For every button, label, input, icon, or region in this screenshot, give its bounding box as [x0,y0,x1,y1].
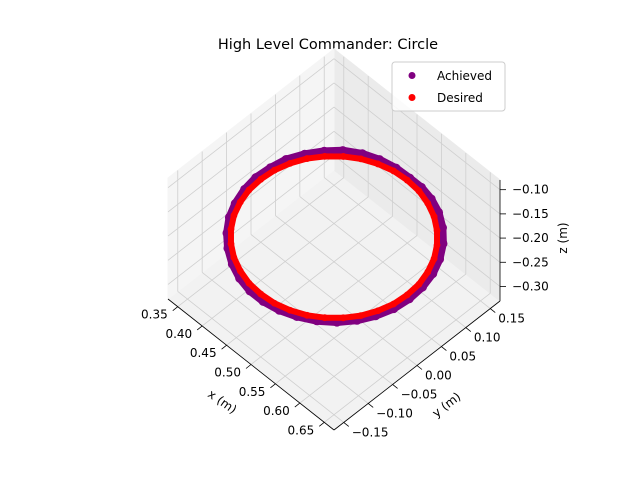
grid-line-y-floor [250,234,418,366]
y-tick-label: −0.05 [401,387,438,401]
legend: Achieved Desired [391,61,506,112]
z-tick-label: −0.30 [512,279,549,293]
x-tick [221,344,227,350]
y-tick-label: 0.00 [425,369,452,383]
y-tick [441,346,447,351]
x-axis-label: x (m) [205,387,239,417]
plot-marks [222,146,448,327]
grid-line-y-floor [275,215,442,347]
z-tick-label: −0.25 [512,255,549,269]
grid-line-z-right [333,106,501,239]
x-tick [270,383,276,389]
z-axis-label: z (m) [556,222,570,253]
z-tick-label: −0.20 [512,231,549,245]
y-tick [489,308,496,313]
x-tick-label: 0.65 [288,423,315,437]
legend-marker-achieved [408,72,416,79]
x-tick [196,325,203,331]
x-tick-label: 0.55 [239,385,266,399]
x-tick-label: 0.45 [190,346,217,360]
grid-line-y-floor [323,177,491,309]
x-tick [294,402,301,408]
chart-title: High Level Commander: Circle [218,37,438,53]
grid-line-z-left [167,155,335,285]
axes-ticks: 0.35 0.40 0.45 0.50 0.55 0.60 0.65 −0.15 −0.10 −0… [141,183,549,440]
x-tick-label: 0.40 [165,327,192,341]
x-tick-label: 0.60 [263,404,290,418]
grid-line-z-right [333,82,501,215]
legend-label-desired: Desired [437,91,483,105]
grid-line-z-left [167,58,335,188]
y-tick-label: 0.05 [449,350,476,364]
series-desired [227,152,441,322]
y-tick [367,403,374,408]
y-tick-label: 0.15 [498,312,525,326]
legend-marker-desired [408,94,416,101]
y-tick [416,365,423,370]
x-tick-label: 0.50 [214,366,241,380]
x-tick [245,364,252,369]
y-tick-label: −0.10 [376,406,413,420]
x-tick-label: 0.35 [141,308,168,322]
y-tick-label: −0.15 [352,425,389,439]
z-tick-label: −0.10 [512,183,549,197]
y-tick-label: 0.10 [474,331,501,345]
legend-box [391,61,506,112]
grid-line-y-floor [201,272,369,404]
desired-trace [227,153,441,321]
x-tick [318,421,325,427]
z-tick-label: −0.15 [512,207,549,221]
grid-line-z-right [333,155,501,287]
grid-line-z-right [333,58,501,190]
legend-label-achieved: Achieved [437,69,492,83]
y-tick [392,384,398,389]
grid-line-y-floor [177,291,345,423]
y-tick [465,327,472,332]
achieved-trace [223,146,447,326]
x-tick [172,306,179,312]
grid-line-y-floor [299,196,467,328]
grid-line-z-left [167,106,335,237]
grid-line-z-left [167,82,335,213]
y-tick [343,422,350,427]
